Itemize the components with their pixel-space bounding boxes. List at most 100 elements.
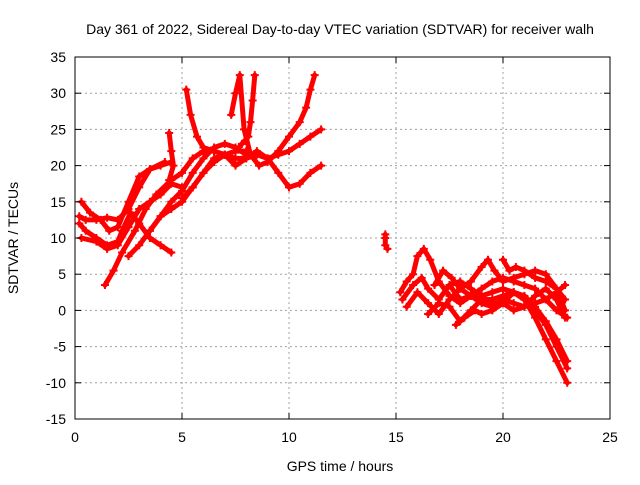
data-point <box>124 197 133 206</box>
data-point <box>509 306 518 315</box>
data-point <box>285 132 293 141</box>
series-track-20 <box>499 255 570 304</box>
data-point <box>274 168 283 177</box>
data-point <box>439 266 448 275</box>
x-tick-label: 20 <box>495 429 511 445</box>
y-tick-label: -10 <box>46 375 66 391</box>
data-point <box>499 299 507 308</box>
data-point <box>220 150 229 159</box>
data-point <box>541 295 550 304</box>
data-point <box>178 168 186 177</box>
data-point <box>199 168 208 177</box>
data-point <box>246 118 255 127</box>
data-point <box>255 161 264 170</box>
data-point <box>126 208 135 217</box>
data-point <box>563 378 572 387</box>
data-point <box>231 161 240 170</box>
y-tick-label: 10 <box>50 230 66 246</box>
data-point <box>317 161 326 170</box>
data-point <box>424 299 433 308</box>
data-series <box>75 71 572 387</box>
data-point <box>471 306 480 315</box>
data-point <box>434 299 443 308</box>
data-point <box>124 252 133 261</box>
data-point <box>103 244 112 253</box>
y-tick-label: 20 <box>50 158 66 174</box>
series-line <box>147 141 249 234</box>
data-point <box>156 161 165 170</box>
data-point <box>100 281 109 290</box>
data-point <box>381 234 390 242</box>
series-line <box>78 159 174 234</box>
data-point <box>145 226 154 235</box>
x-tick-label: 10 <box>281 429 297 445</box>
data-point <box>531 284 540 293</box>
data-point <box>210 154 219 163</box>
data-point <box>531 291 540 300</box>
data-point <box>295 118 304 127</box>
data-point <box>85 208 94 217</box>
data-point <box>488 277 497 286</box>
data-point <box>285 183 293 192</box>
data-point <box>490 266 499 275</box>
data-point <box>477 284 486 293</box>
data-point <box>499 255 507 264</box>
data-point <box>242 154 251 163</box>
data-point <box>499 277 507 286</box>
data-point <box>541 277 550 286</box>
data-point <box>419 244 428 253</box>
data-point <box>430 281 439 290</box>
data-point <box>466 277 475 286</box>
data-point <box>156 241 165 250</box>
y-axis-tick-labels: -15 -10 -5 0 5 10 15 20 25 30 35 <box>46 49 66 427</box>
series-track-16 <box>430 255 570 315</box>
series-track-21 <box>381 230 392 253</box>
data-point <box>186 110 195 119</box>
data-point <box>244 132 253 141</box>
data-point <box>424 310 433 319</box>
data-point <box>145 165 154 174</box>
data-point <box>274 147 283 156</box>
series-line <box>453 286 568 328</box>
data-point <box>552 357 561 366</box>
data-point <box>113 241 122 250</box>
y-tick-label: 25 <box>50 121 66 137</box>
series-line <box>179 126 324 201</box>
data-point <box>246 150 255 159</box>
data-point <box>563 364 572 373</box>
data-point <box>509 288 518 297</box>
data-point <box>306 168 315 177</box>
data-point <box>413 252 422 261</box>
y-tick-label: 30 <box>50 85 66 101</box>
data-point <box>231 154 240 163</box>
data-point <box>541 284 550 293</box>
series-track-12 <box>165 129 178 185</box>
data-point <box>466 291 475 300</box>
data-point <box>466 284 475 293</box>
data-point <box>295 179 304 188</box>
data-point <box>235 71 244 80</box>
data-point <box>451 320 460 329</box>
data-point <box>167 147 176 156</box>
data-point <box>434 310 443 319</box>
data-point <box>231 147 240 156</box>
data-point <box>220 139 229 148</box>
data-point <box>92 237 101 246</box>
data-point <box>402 277 411 286</box>
data-point <box>188 168 197 177</box>
series-line <box>166 130 176 183</box>
data-point <box>447 273 456 282</box>
data-point <box>167 248 176 257</box>
data-point <box>456 295 465 304</box>
data-point <box>124 223 133 232</box>
data-point <box>75 212 84 221</box>
data-point <box>396 288 405 297</box>
data-point <box>113 223 122 232</box>
data-point <box>156 212 165 221</box>
x-tick-label: 25 <box>602 429 618 445</box>
data-point <box>445 302 454 311</box>
data-point <box>285 147 293 156</box>
data-point <box>531 266 540 275</box>
data-point <box>477 310 486 319</box>
data-point <box>199 143 208 152</box>
